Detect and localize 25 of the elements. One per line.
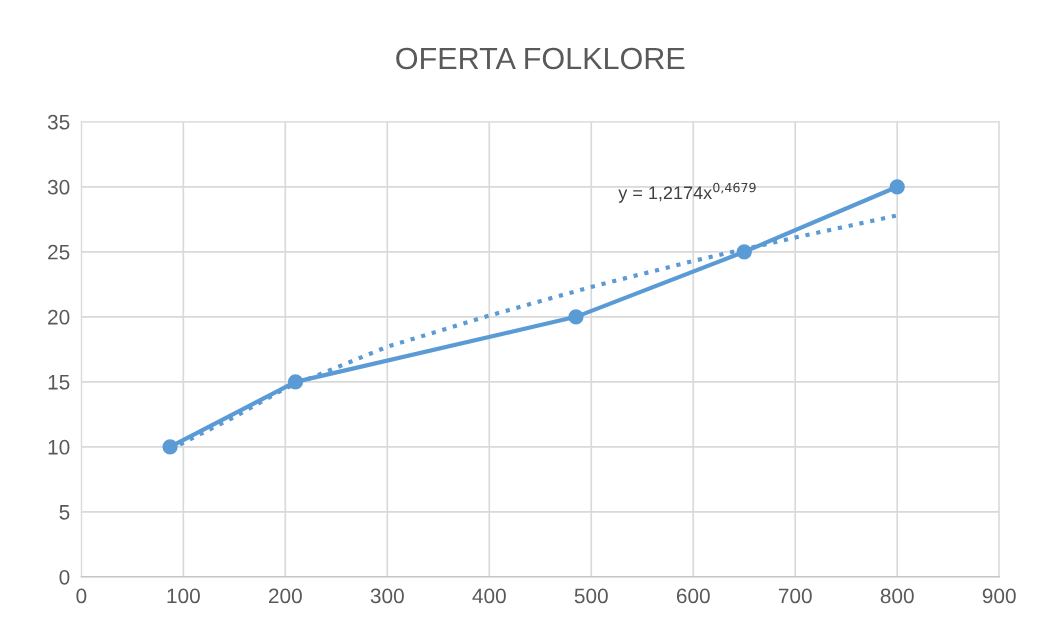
point — [162, 439, 178, 455]
y-tick-label: 10 — [48, 439, 70, 455]
x-tick-label: 700 — [778, 588, 812, 604]
y-tick-label: 25 — [48, 244, 70, 260]
y-tick-label: 0 — [59, 569, 70, 585]
y-tick-label: 35 — [47, 114, 70, 130]
point — [889, 179, 905, 195]
point — [736, 244, 752, 260]
x-tick-label: 200 — [268, 588, 302, 604]
x-tick-label: 300 — [370, 588, 404, 604]
chart-title: OFERTA FOLKLORE — [396, 47, 685, 70]
x-tick-label: 500 — [574, 588, 608, 604]
annotation: y = 1,2174x$^{0,4679}$ — [618, 182, 756, 203]
point — [287, 374, 304, 390]
y-tick-label: 30 — [47, 179, 70, 195]
x-tick-label: 600 — [676, 588, 710, 604]
x-tick-label: 400 — [472, 588, 506, 604]
y-tick-label: 5 — [59, 505, 70, 520]
x-tick-label: 800 — [880, 588, 914, 604]
x-tick-label: 900 — [982, 588, 1016, 604]
y-tick-label: 15 — [48, 375, 70, 390]
x-tick-label: 100 — [167, 588, 200, 604]
point — [568, 309, 584, 325]
x-tick-label: 0 — [76, 588, 87, 604]
y-tick-label: 20 — [48, 309, 70, 325]
